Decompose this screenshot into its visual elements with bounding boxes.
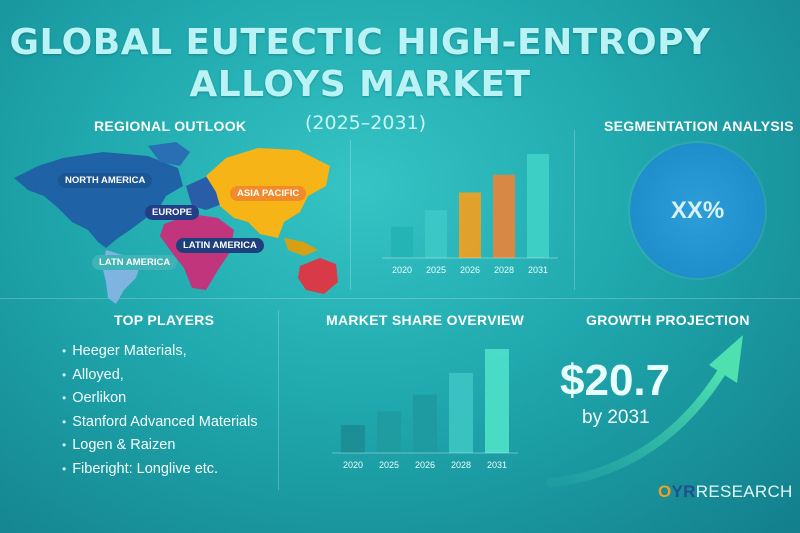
label-latin-america: LATIN AMERICA [176,238,264,253]
tick-label-2025: 2025 [379,460,399,470]
list-item: Fiberight: Longlive etc. [62,458,258,482]
top-players-list: Heeger Materials, Alloyed, Oerlikon Stan… [62,340,258,482]
tick-label-2028: 2028 [451,460,471,470]
bar-2026 [459,192,481,258]
oceania-region [298,258,338,294]
label-europe: EUROPE [145,205,200,220]
tick-label-2025: 2025 [426,265,446,275]
list-item: Logen & Raizen [62,434,258,458]
list-item: Stanford Advanced Materials [62,411,257,435]
label-latn-america: LATN AMERICA [92,255,178,270]
horizontal-divider [0,298,800,299]
title-line-2: ALLOYS MARKET [189,64,531,105]
tick-label-2028: 2028 [494,265,514,275]
title-line-1: GLOBAL EUTECTIC HIGH-ENTROPY [9,22,711,63]
regional-outlook-heading: REGIONAL OUTLOOK [94,118,247,134]
growth-arrow-icon [546,335,743,488]
greenland-region [148,142,190,166]
bar-2025 [425,210,447,258]
logo-research: RESEARCH [695,482,793,501]
bar-2020 [341,424,365,453]
list-item: Oerlikon [62,387,258,411]
southeast-asia-region [284,238,318,256]
top-players-heading: TOP PLAYERS [114,312,215,328]
brand-logo: OYRRESEARCH [658,482,793,502]
north-america-region [14,152,183,248]
tick-label-2026: 2026 [460,265,480,275]
label-north-america: NORTH AMERICA [58,173,153,188]
logo-yr: YR [671,482,696,501]
vertical-divider-bottom [278,310,279,490]
growth-year: by 2031 [582,407,650,428]
bar-2020 [391,226,413,258]
segmentation-heading: SEGMENTATION ANALYSIS [604,118,794,134]
regional-growth-bar-chart: 2020 2025 2026 2028 2031 [382,154,558,275]
segmentation-value: XX% [670,196,725,224]
bar-2025 [377,411,401,453]
bar-2028 [449,372,473,453]
bar-2026 [413,394,437,453]
list-item: Heeger Materials, [62,340,258,364]
label-asia-pacific: ASIA PACIFIC [230,186,307,201]
logo-o: O [658,482,672,501]
segmentation-circle: XX% [630,143,765,278]
growth-value: $20.7 [560,356,671,405]
bar-2028 [493,174,515,258]
tick-label-2020: 2020 [343,460,363,470]
bar-2031 [485,349,509,453]
page-title: GLOBAL EUTECTIC HIGH-ENTROPY ALLOYS MARK… [0,22,720,106]
tick-label-2031: 2031 [487,460,507,470]
market-share-heading: MARKET SHARE OVERVIEW [326,312,525,328]
tick-label-2026: 2026 [415,460,435,470]
market-share-bar-chart: 2020 2025 2026 2028 2031 [332,349,518,470]
vertical-divider-top [350,140,351,290]
vertical-divider-top-right [574,130,575,290]
date-range-subtitle: (2025–2031) [305,112,427,134]
list-item: Alloyed, [62,364,258,388]
bar-2031 [527,154,549,258]
world-map [14,142,338,304]
tick-label-2020: 2020 [392,265,412,275]
tick-label-2031: 2031 [528,265,548,275]
growth-projection-heading: GROWTH PROJECTION [586,312,750,328]
